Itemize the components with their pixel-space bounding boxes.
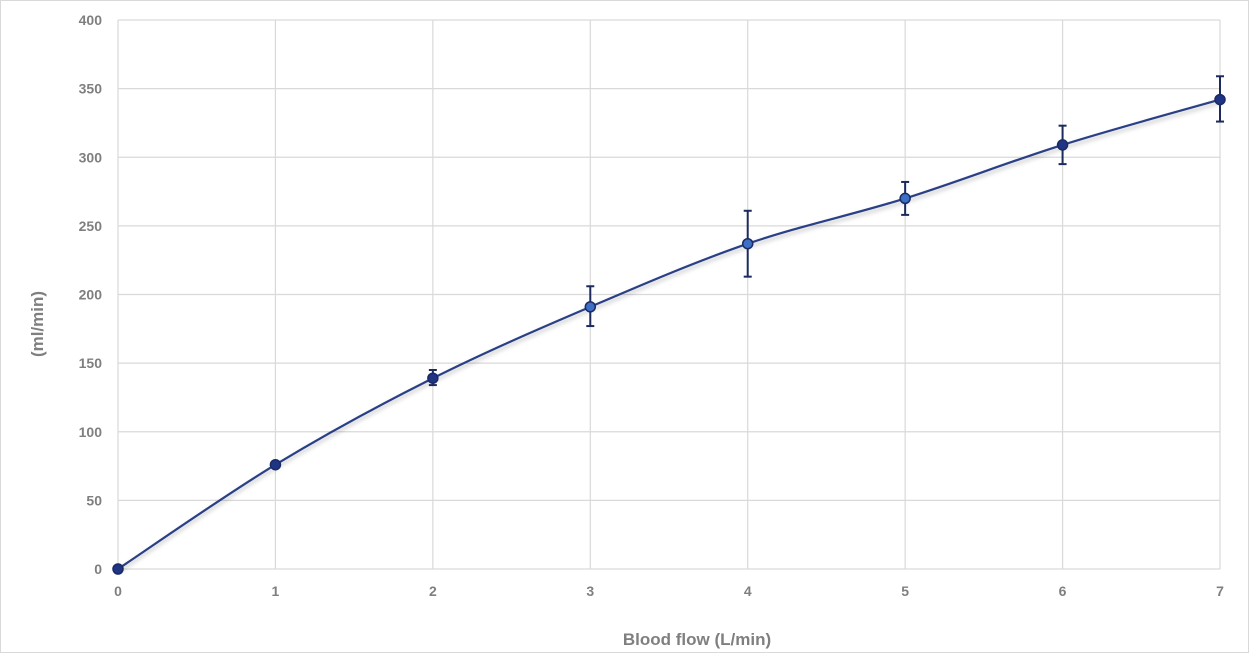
y-tick-label: 400 xyxy=(79,12,103,28)
x-tick-label: 1 xyxy=(272,583,280,599)
data-point xyxy=(741,237,754,250)
series-line xyxy=(117,98,1221,570)
x-tick-label: 7 xyxy=(1216,583,1224,599)
data-point xyxy=(112,563,124,575)
x-tick-label: 2 xyxy=(429,583,437,599)
data-point xyxy=(1056,139,1069,151)
data-point xyxy=(1214,93,1226,106)
y-tick-label: 250 xyxy=(79,218,103,234)
data-point xyxy=(427,372,439,384)
y-tick-label: 50 xyxy=(86,492,102,508)
data-point xyxy=(899,192,911,205)
grid xyxy=(117,19,1221,570)
y-axis-title: (ml/min) xyxy=(28,291,47,357)
y-tick-label: 150 xyxy=(79,355,103,371)
x-axis-title: Blood flow (L/min) xyxy=(623,630,771,649)
error-bars xyxy=(428,75,1224,387)
y-tick-labels: 0 50 100 150 200 250 300 350 400 xyxy=(79,12,103,577)
y-tick-label: 300 xyxy=(79,149,103,165)
y-tick-label: 100 xyxy=(79,424,103,440)
x-tick-label: 3 xyxy=(586,583,594,599)
data-point xyxy=(584,301,597,313)
x-tick-label: 0 xyxy=(114,583,122,599)
data-points xyxy=(112,93,1226,575)
series-line-group xyxy=(117,98,1221,570)
y-tick-label: 350 xyxy=(79,81,103,97)
data-point xyxy=(269,458,282,471)
x-tick-label: 6 xyxy=(1059,583,1067,599)
y-tick-label: 0 xyxy=(94,561,102,577)
y-tick-label: 200 xyxy=(79,287,103,303)
x-tick-label: 5 xyxy=(901,583,909,599)
x-tick-label: 4 xyxy=(744,583,752,599)
x-tick-labels: 0 1 2 3 4 5 6 7 xyxy=(114,583,1224,599)
